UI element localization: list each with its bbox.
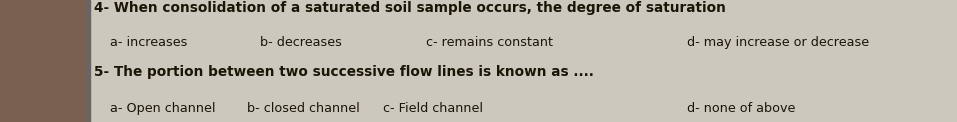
Text: 5- The portion between two successive flow lines is known as ....: 5- The portion between two successive fl… [94, 65, 593, 79]
Text: a- increases: a- increases [110, 36, 188, 49]
Text: c- Field channel: c- Field channel [383, 102, 482, 115]
Text: 4- When consolidation of a saturated soil sample occurs, the degree of saturatio: 4- When consolidation of a saturated soi… [94, 1, 725, 15]
Text: d- none of above: d- none of above [687, 102, 795, 115]
Text: c- remains constant: c- remains constant [426, 36, 553, 49]
Bar [87, 0, 90, 122]
Text: b- decreases: b- decreases [260, 36, 343, 49]
Text: a- Open channel: a- Open channel [110, 102, 215, 115]
Bar [0, 0, 86, 122]
Text: d- may increase or decrease: d- may increase or decrease [687, 36, 869, 49]
Text: b- closed channel: b- closed channel [247, 102, 360, 115]
